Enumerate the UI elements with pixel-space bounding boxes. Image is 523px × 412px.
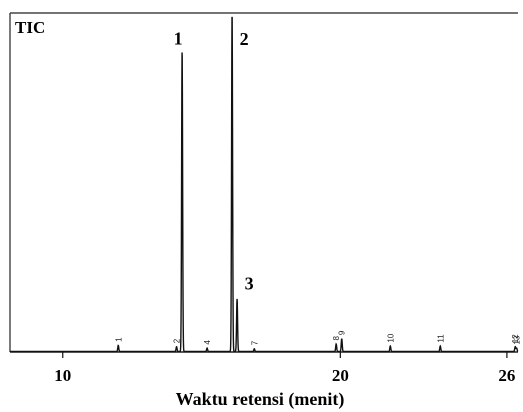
peak-label-small: 13 bbox=[513, 335, 522, 344]
peak-label: 2 bbox=[240, 29, 249, 49]
x-tick-label: 26 bbox=[498, 366, 515, 385]
x-axis-ticks: 10 20 26 bbox=[54, 352, 515, 385]
peak-label-small: 10 bbox=[386, 333, 395, 342]
x-tick-label: 10 bbox=[54, 366, 71, 385]
peak-label-small: 7 bbox=[250, 340, 259, 345]
peak-label: 3 bbox=[245, 273, 254, 293]
peak-label-small: 4 bbox=[203, 340, 212, 345]
peak-label-small: 11 bbox=[436, 334, 445, 343]
chart-title: TIC bbox=[15, 18, 45, 37]
x-axis-label: Waktu retensi (menit) bbox=[176, 389, 345, 410]
peak-label-small: 12 bbox=[511, 334, 520, 343]
peak-label-small: 8 bbox=[332, 336, 341, 341]
x-tick-label: 20 bbox=[332, 366, 349, 385]
tic-trace bbox=[10, 16, 519, 353]
peak-label-small: 9 bbox=[338, 330, 347, 335]
peak-label-small: 2 bbox=[173, 338, 182, 343]
peak-label-small: 1 bbox=[114, 337, 123, 342]
peak-label: 1 bbox=[174, 28, 183, 48]
